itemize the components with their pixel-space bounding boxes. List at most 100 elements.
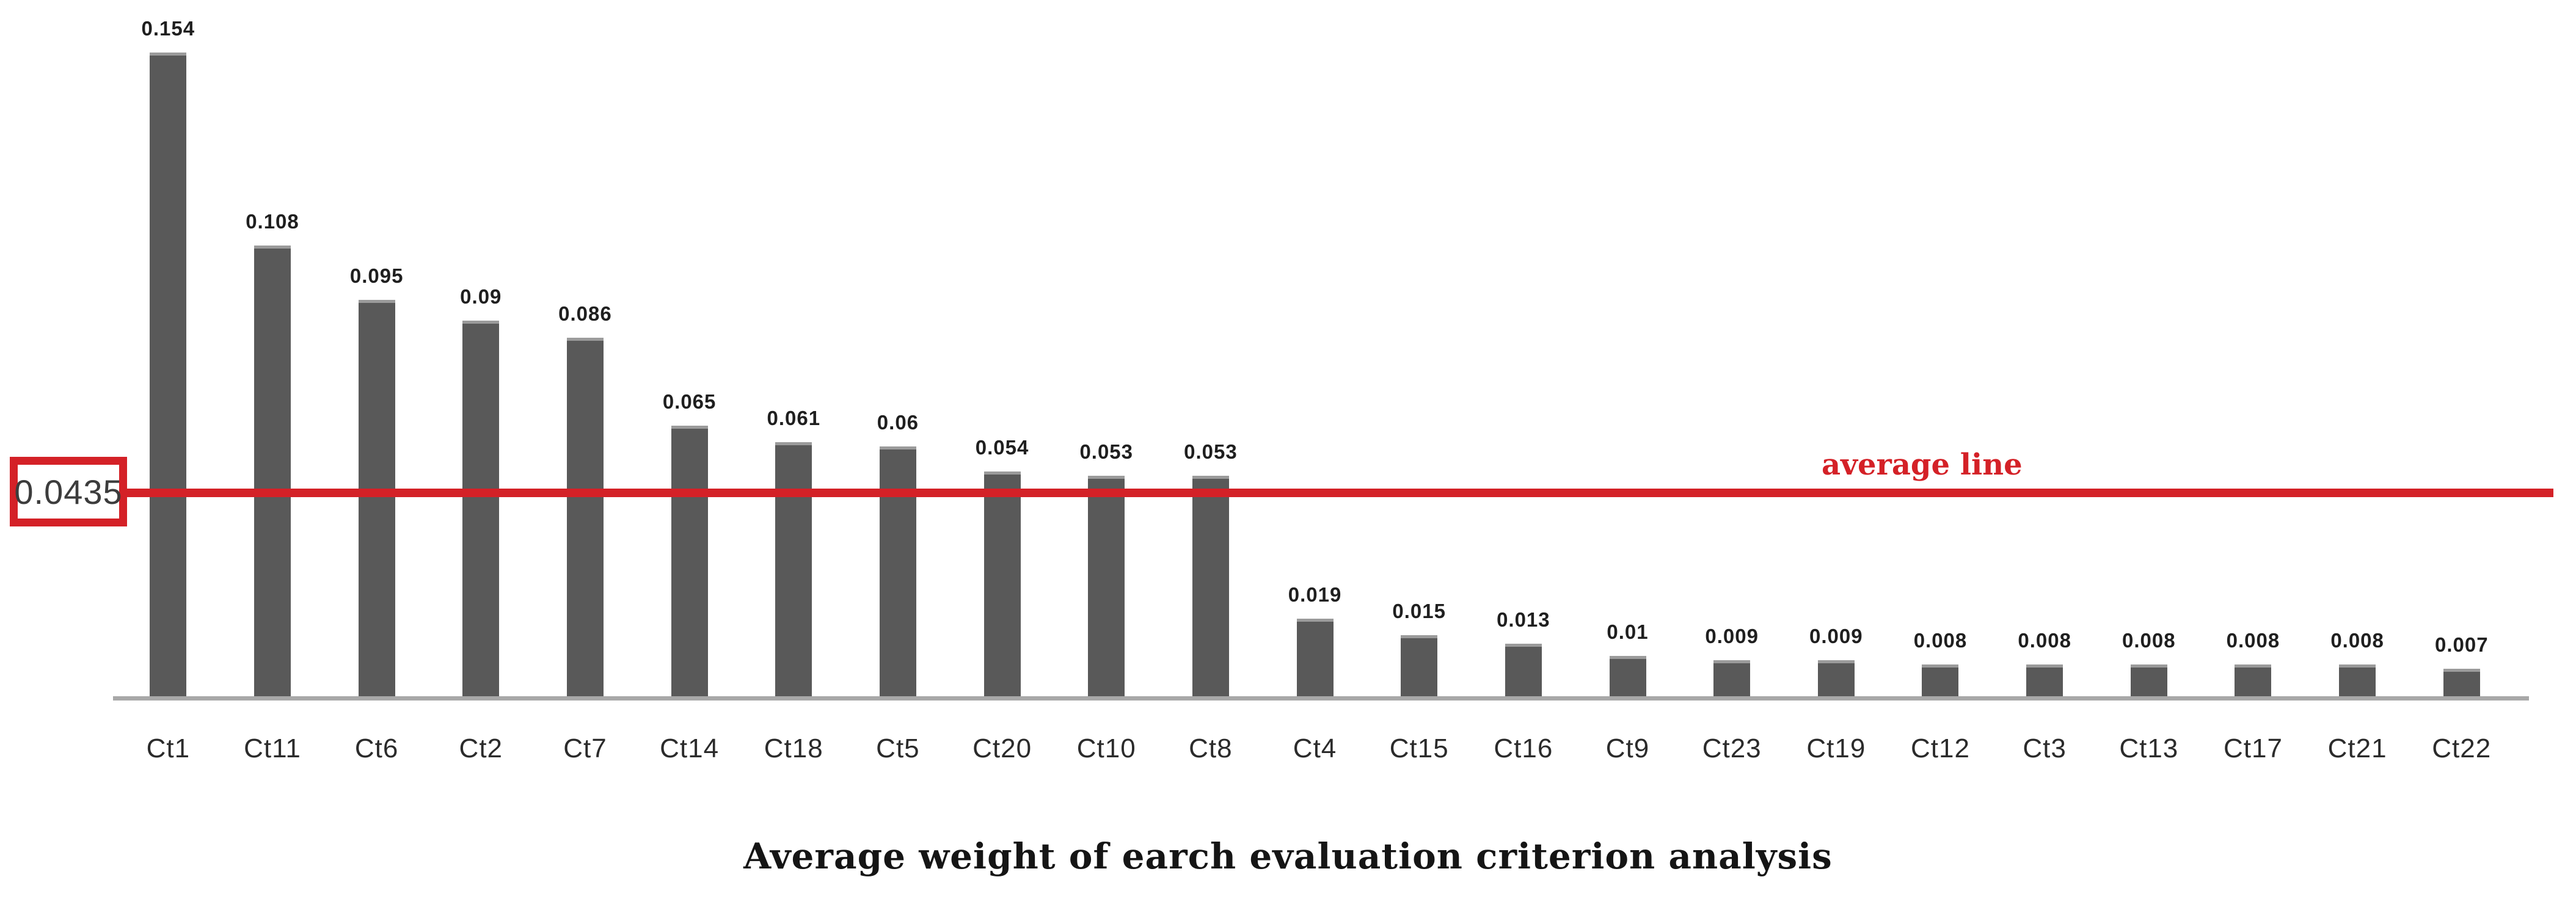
- bar-value-label: 0.053: [1184, 440, 1238, 463]
- x-axis-label: Ct16: [1494, 733, 1553, 763]
- bar-value-label: 0.009: [1705, 625, 1759, 647]
- average-line: [92, 489, 2553, 497]
- x-axis-label: Ct1: [146, 733, 191, 763]
- bar-value-label: 0.01: [1607, 621, 1649, 643]
- bar: [1401, 635, 1438, 698]
- bar-value-label: 0.053: [1079, 440, 1134, 463]
- bar-slot: 0.009: [1784, 0, 1889, 698]
- x-axis-label: Ct10: [1076, 733, 1136, 763]
- x-axis-label: Ct15: [1389, 733, 1449, 763]
- x-axis-line: [113, 696, 2529, 701]
- bar: [671, 426, 708, 698]
- bar-slot: 0.019: [1263, 0, 1367, 698]
- bar-value-label: 0.015: [1392, 600, 1446, 622]
- x-axis-label: Ct23: [1702, 733, 1762, 763]
- bar: [983, 471, 1021, 698]
- bar: [566, 338, 604, 698]
- bar-value-label: 0.013: [1497, 608, 1550, 631]
- average-line-annotation: average line: [1822, 448, 2023, 482]
- bar-slot: 0.008: [1888, 0, 1993, 698]
- bar-value-label: 0.008: [2226, 629, 2280, 652]
- bar: [2235, 664, 2272, 698]
- bar-slot: 0.01: [1575, 0, 1680, 698]
- bar-value-label: 0.008: [2122, 629, 2176, 652]
- bar-value-label: 0.09: [460, 285, 502, 308]
- bar-value-label: 0.054: [975, 436, 1029, 459]
- bar-value-label: 0.008: [2018, 629, 2071, 652]
- bar-value-label: 0.086: [558, 302, 612, 325]
- x-axis-label: Ct2: [459, 733, 503, 763]
- x-axis-label: Ct11: [244, 733, 301, 763]
- bar-value-label: 0.009: [1809, 625, 1863, 647]
- bar-slot: 0.008: [2305, 0, 2410, 698]
- bar-slot: 0.054: [950, 0, 1054, 698]
- x-axis-label: Ct3: [2023, 733, 2067, 763]
- average-value-box: 0.0435: [10, 457, 127, 526]
- bar-slot: 0.053: [1159, 0, 1263, 698]
- bar: [1296, 619, 1334, 698]
- bar-slot: 0.154: [116, 0, 221, 698]
- chart-title: Average weight of earch evaluation crite…: [743, 835, 1833, 877]
- x-axis-label: Ct20: [972, 733, 1032, 763]
- bar-value-label: 0.065: [662, 390, 717, 413]
- bar: [1192, 476, 1229, 698]
- bar: [254, 246, 291, 698]
- x-axis-label: Ct12: [1911, 733, 1970, 763]
- bar-slot: 0.095: [324, 0, 429, 698]
- bar: [358, 300, 395, 698]
- bar-slot: 0.008: [2201, 0, 2305, 698]
- bar-value-label: 0.008: [1913, 629, 1968, 652]
- bar: [2339, 664, 2376, 698]
- x-axis-label: Ct13: [2119, 733, 2179, 763]
- x-axis-label: Ct6: [354, 733, 399, 763]
- bar: [150, 53, 187, 698]
- bar: [1609, 656, 1646, 698]
- bar-slot: 0.013: [1472, 0, 1576, 698]
- x-axis-label: Ct14: [660, 733, 720, 763]
- bar-slot: 0.065: [637, 0, 742, 698]
- bar-slot: 0.015: [1367, 0, 1472, 698]
- bar-slot: 0.009: [1680, 0, 1784, 698]
- bar: [879, 446, 916, 698]
- bar-value-label: 0.007: [2434, 633, 2489, 656]
- bar: [2443, 669, 2480, 698]
- bar-slot: 0.008: [2096, 0, 2201, 698]
- bar-slot: 0.06: [846, 0, 950, 698]
- bar-slot: 0.086: [533, 0, 638, 698]
- x-axis-label: Ct21: [2327, 733, 2387, 763]
- bar-value-label: 0.06: [877, 411, 919, 434]
- plot-area: 0.154 0.108 0.095 0.09 0.086 0.065 0.061 0.06 0.…: [116, 0, 2514, 698]
- bar-value-label: 0.061: [767, 407, 821, 429]
- bar: [1922, 664, 1959, 698]
- bar: [1505, 644, 1542, 698]
- bar: [2130, 664, 2167, 698]
- x-axis-labels: Ct1 Ct11 Ct6 Ct2 Ct7 Ct14 Ct18 Ct5 Ct20 Ct10 Ct8 Ct…: [116, 698, 2514, 764]
- bar-slot: 0.061: [742, 0, 846, 698]
- bar-slot: 0.053: [1054, 0, 1159, 698]
- x-axis-label: Ct8: [1189, 733, 1233, 763]
- x-axis-label: Ct19: [1806, 733, 1866, 763]
- bar-value-label: 0.108: [246, 210, 299, 233]
- x-axis-label: Ct7: [563, 733, 607, 763]
- bar: [1088, 476, 1125, 698]
- x-axis-label: Ct17: [2223, 733, 2283, 763]
- x-axis-label: Ct22: [2432, 733, 2492, 763]
- x-axis-label: Ct18: [764, 733, 823, 763]
- bar: [1713, 660, 1751, 698]
- bar-slot: 0.008: [1993, 0, 2097, 698]
- bar: [1817, 660, 1855, 698]
- bar-value-label: 0.008: [2330, 629, 2384, 652]
- bar-value-label: 0.154: [141, 17, 195, 40]
- x-axis-label: Ct5: [876, 733, 920, 763]
- bar-slot: 0.007: [2409, 0, 2514, 698]
- bar-slot: 0.108: [221, 0, 325, 698]
- bar: [775, 442, 812, 698]
- bar-slot: 0.09: [429, 0, 533, 698]
- average-value-label: 0.0435: [14, 472, 123, 511]
- x-axis-label: Ct9: [1605, 733, 1650, 763]
- x-axis-label: Ct4: [1293, 733, 1337, 763]
- bar: [2026, 664, 2063, 698]
- bar-value-label: 0.019: [1288, 583, 1342, 606]
- bar-value-label: 0.095: [349, 264, 404, 287]
